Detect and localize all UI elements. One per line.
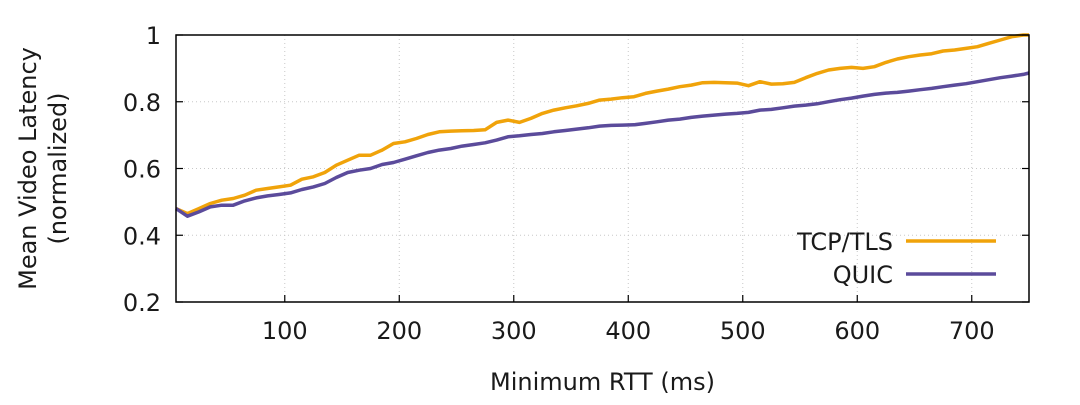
legend-label-quic: QUIC bbox=[833, 261, 893, 289]
y-tick-label: 0.6 bbox=[123, 156, 161, 184]
y-tick-label: 1 bbox=[146, 22, 161, 50]
x-tick-label: 500 bbox=[720, 317, 766, 345]
x-tick-label: 200 bbox=[376, 317, 422, 345]
y-axis-title-secondary: (normalized) bbox=[44, 92, 72, 244]
y-axis-title: Mean Video Latency bbox=[14, 47, 42, 290]
series-line-tcp-tls bbox=[175, 33, 1029, 216]
y-tick-label: 0.4 bbox=[123, 222, 161, 250]
x-tick-label: 400 bbox=[605, 317, 651, 345]
x-axis-title: Minimum RTT (ms) bbox=[490, 368, 715, 396]
y-tick-label: 0.8 bbox=[123, 89, 161, 117]
legend: TCP/TLS QUIC bbox=[796, 228, 996, 289]
x-tick-label: 600 bbox=[834, 317, 880, 345]
legend-label-tcp-tls: TCP/TLS bbox=[796, 228, 893, 256]
plot-frame bbox=[175, 34, 1030, 303]
x-tick-label: 100 bbox=[262, 317, 308, 345]
series-layer bbox=[175, 33, 1030, 218]
x-tick-label: 300 bbox=[491, 317, 537, 345]
x-tick-label: 700 bbox=[949, 317, 995, 345]
grid bbox=[176, 34, 1029, 303]
y-tick-label: 0.2 bbox=[123, 289, 161, 317]
ticks bbox=[176, 34, 1029, 303]
y-tick-labels: 0.2 0.4 0.6 0.8 1 bbox=[123, 22, 161, 317]
series-line-quic bbox=[175, 71, 1030, 218]
x-tick-labels: 100 200 300 400 500 600 700 bbox=[262, 317, 995, 345]
